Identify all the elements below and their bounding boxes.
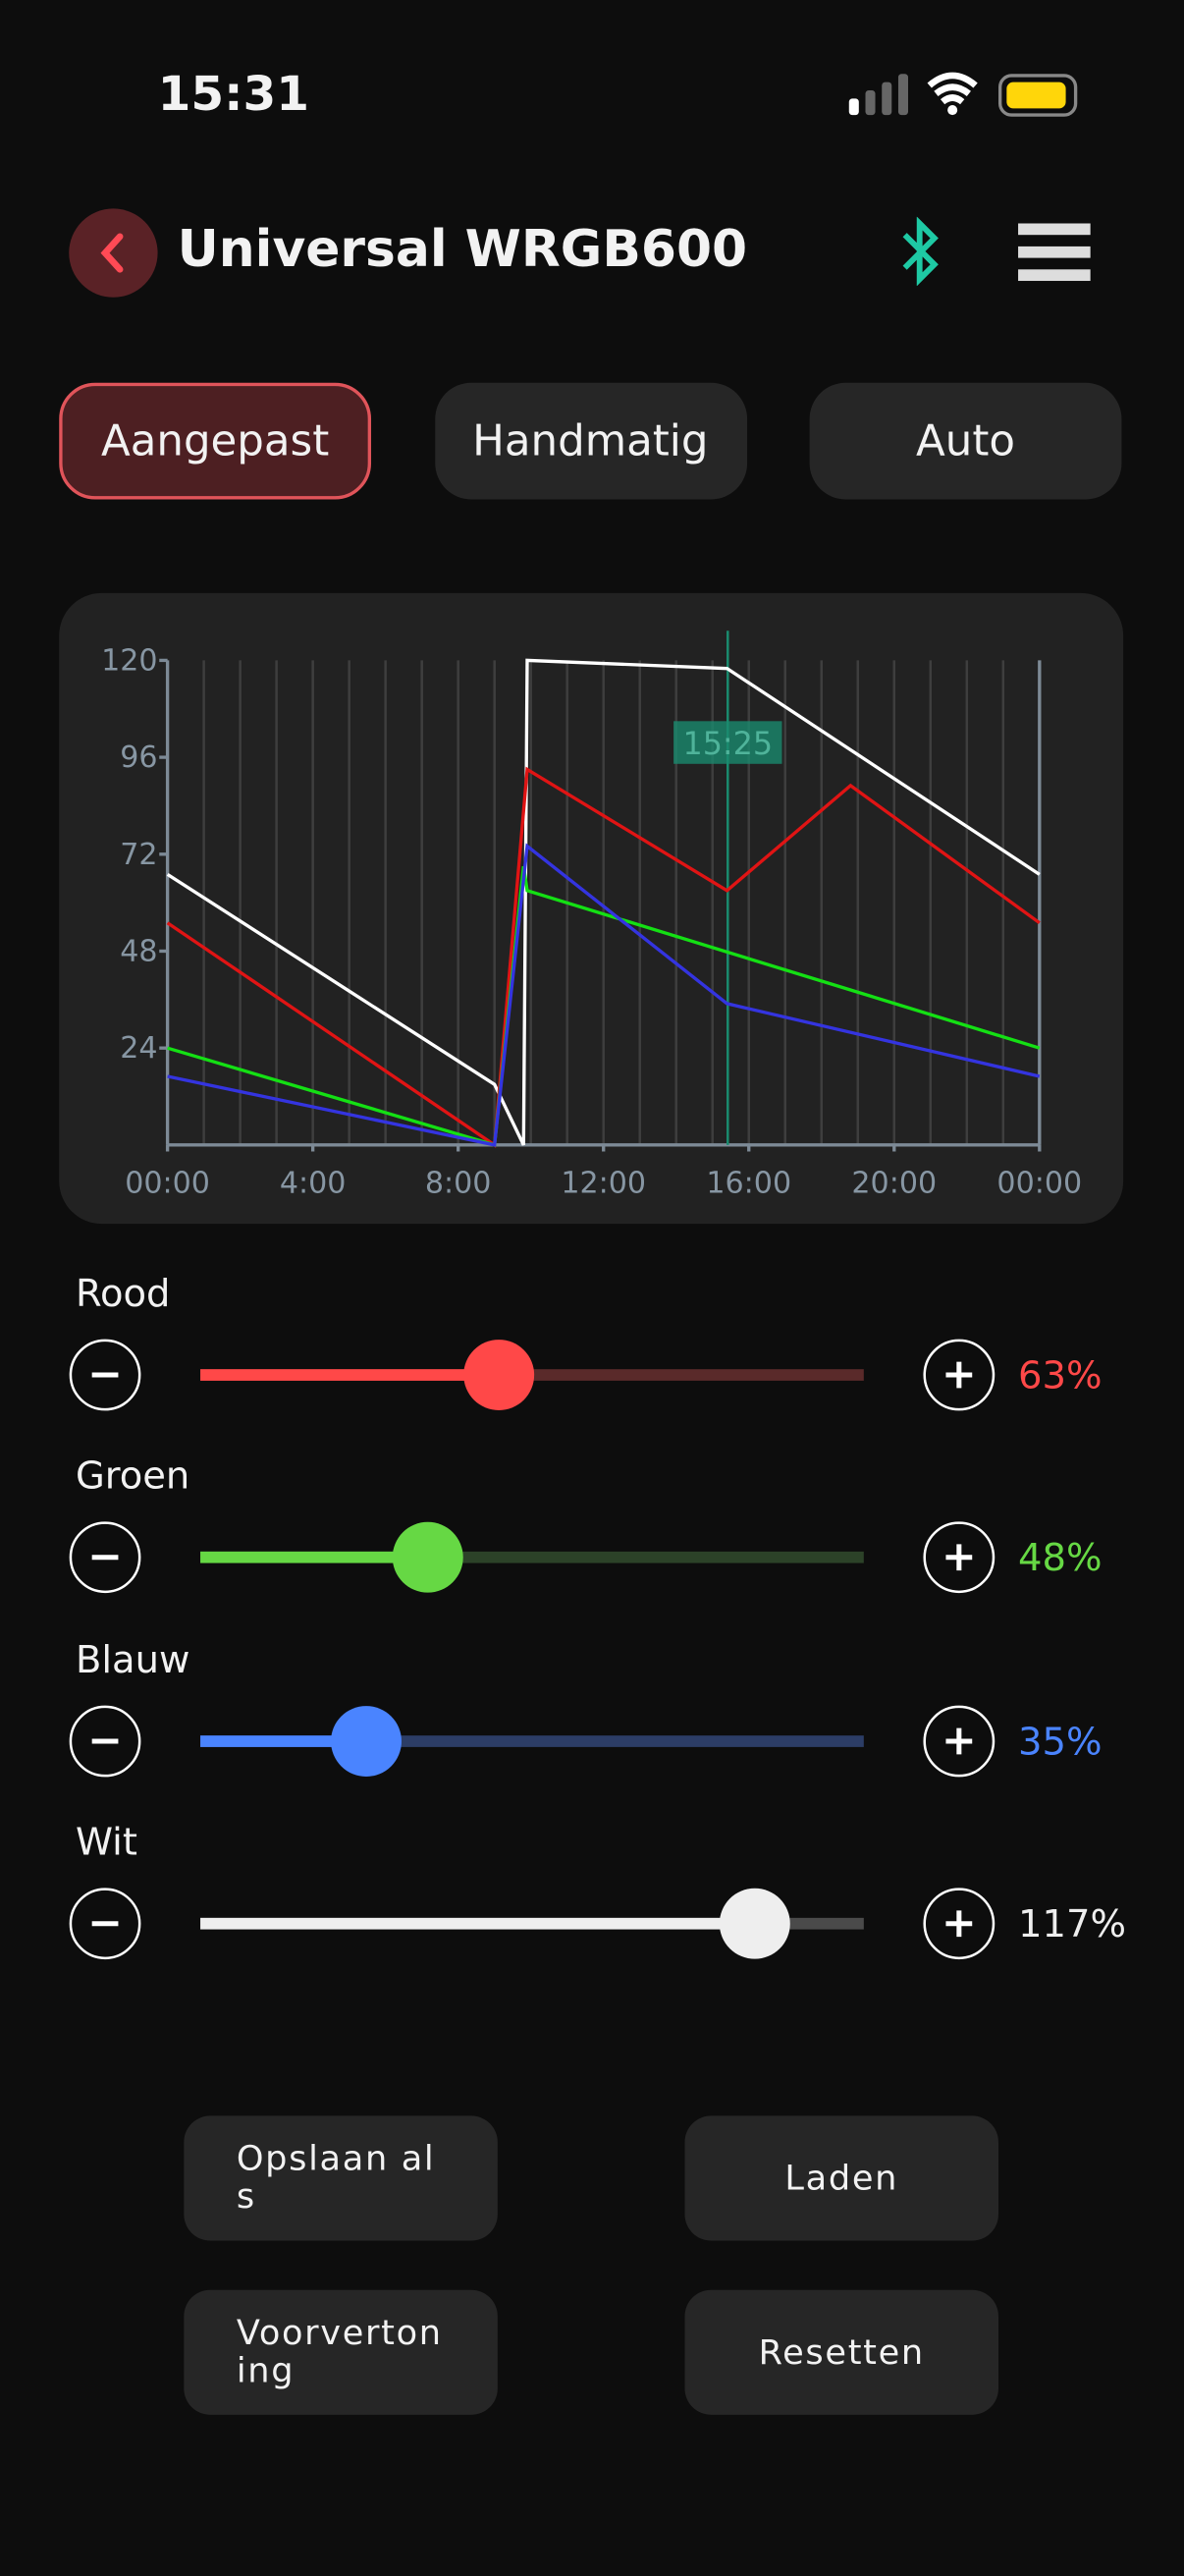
x-tick-label: 8:00 (425, 1166, 492, 1200)
plus-icon (945, 1544, 973, 1571)
slider-value: 48% (1018, 1537, 1103, 1581)
y-tick-label: 96 (120, 740, 157, 775)
time-marker-box (673, 721, 782, 764)
x-tick-label: 00:00 (996, 1166, 1082, 1200)
x-tick-label: 16:00 (706, 1166, 791, 1200)
slider-label: Groen (75, 1455, 190, 1499)
series-line (166, 766, 1041, 1148)
series-line (166, 658, 1041, 1146)
slider-thumb[interactable] (463, 1340, 535, 1410)
x-tick-label: 00:00 (125, 1166, 210, 1200)
y-tick-label: 48 (120, 935, 157, 969)
chart-card (59, 592, 1124, 1225)
slider: 63% (69, 1339, 1103, 1411)
button-label: Voorvertoning (236, 2313, 443, 2390)
slider-value: 117% (1018, 1902, 1126, 1946)
slider-value: 35% (1018, 1720, 1103, 1764)
button-label: Opslaan als (236, 2138, 436, 2217)
button-label: Laden (784, 2158, 899, 2199)
plus-button[interactable] (923, 1888, 996, 1959)
plus-button[interactable] (923, 1704, 996, 1777)
x-tick-label: 20:00 (851, 1166, 937, 1200)
minus-button[interactable] (69, 1521, 141, 1594)
minus-button[interactable] (69, 1704, 141, 1777)
slider-label: Wit (75, 1821, 137, 1865)
plus-button[interactable] (923, 1339, 996, 1411)
slider: 35% (69, 1704, 1103, 1777)
x-tick-label: 12:00 (561, 1166, 646, 1200)
chart: 24 48 72 96 120 00:00 4:00 8:00 12:00 16:00 20:00 0… (101, 630, 1082, 1200)
slider-value: 63% (1018, 1353, 1103, 1398)
series-line (167, 843, 1041, 1147)
slider-fill (200, 1552, 428, 1564)
minus-button[interactable] (69, 1888, 141, 1959)
slider-thumb[interactable] (719, 1888, 790, 1959)
slider-track (200, 1552, 864, 1564)
slider-thumb[interactable] (331, 1705, 402, 1777)
slider-label: Blauw (75, 1638, 190, 1682)
slider-label: Rood (75, 1273, 171, 1316)
action-button[interactable]: Laden (684, 2115, 998, 2241)
tab[interactable]: Handmatig (434, 382, 747, 500)
tab[interactable]: Auto (809, 382, 1122, 500)
tab[interactable]: Aangepast (59, 382, 372, 500)
status-icons (848, 72, 1078, 117)
slider-thumb[interactable] (392, 1522, 463, 1594)
plus-icon (945, 1726, 973, 1754)
status-time: 15:31 (157, 65, 309, 122)
action-button[interactable]: Voorvertoning (184, 2289, 498, 2415)
back-button[interactable] (69, 208, 158, 298)
action-button[interactable]: Opslaan als (184, 2115, 498, 2241)
slider-track (200, 1734, 864, 1747)
plus-icon (945, 1910, 973, 1937)
plus-button[interactable] (923, 1521, 996, 1594)
x-tick-label: 4:00 (280, 1166, 347, 1200)
slider: 117% (69, 1888, 1126, 1959)
slider-fill (200, 1734, 367, 1747)
plus-icon (945, 1361, 973, 1389)
bluetooth-icon[interactable] (893, 216, 946, 287)
slider: 48% (69, 1521, 1103, 1594)
y-tick-label: 24 (120, 1031, 157, 1066)
time-marker-label: 15:25 (683, 727, 774, 762)
button-label: Resetten (758, 2332, 925, 2373)
slider-fill (200, 1917, 755, 1930)
minus-button[interactable] (69, 1339, 141, 1411)
menu-icon[interactable] (1015, 220, 1094, 286)
y-tick-label: 72 (120, 838, 157, 872)
slider-fill (200, 1369, 500, 1381)
y-tick-label: 120 (101, 643, 157, 678)
title: Universal WRGB600 (177, 220, 748, 280)
action-button[interactable]: Resetten (684, 2289, 998, 2415)
